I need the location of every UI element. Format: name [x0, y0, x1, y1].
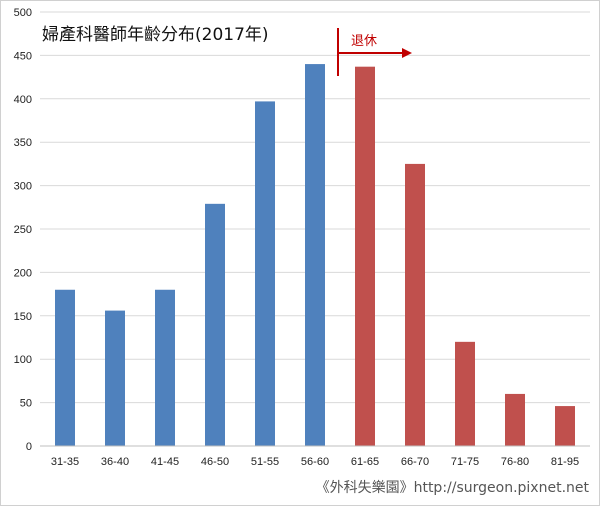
bar-61-65: [355, 66, 375, 447]
y-tick-label: 150: [14, 311, 32, 323]
credit-text: 《外科失樂園》http://surgeon.pixnet.net: [316, 479, 590, 496]
x-tick-label: 61-65: [351, 456, 379, 468]
bar-76-80: [505, 393, 525, 446]
x-tick-label: 41-45: [151, 456, 179, 468]
y-tick-label: 0: [26, 441, 32, 453]
arrow-head-icon: [402, 48, 412, 58]
y-tick-label: 100: [14, 354, 32, 366]
x-tick-label: 51-55: [251, 456, 279, 468]
x-tick-label: 66-70: [401, 456, 429, 468]
bar-81-95: [555, 406, 575, 446]
x-tick-label: 81-95: [551, 456, 579, 468]
y-tick-label: 250: [14, 224, 32, 236]
bar-36-40: [105, 310, 125, 446]
y-tick-label: 50: [20, 398, 32, 410]
bar-31-35: [55, 289, 75, 446]
tick-labels: 0 50 100 150 200 250 300 350 400 450 500 31-35 36-40…: [14, 7, 579, 468]
retirement-label: 退休: [351, 34, 377, 49]
gridlines: [40, 11, 590, 404]
y-tick-label: 400: [14, 94, 32, 106]
retirement-annotation: 退休: [337, 28, 412, 76]
x-tick-label: 76-80: [501, 456, 529, 468]
x-tick-label: 31-35: [51, 456, 79, 468]
bar-46-50: [205, 203, 225, 446]
bar-51-55: [255, 101, 275, 447]
bar-56-60: [305, 64, 325, 446]
y-tick-label: 300: [14, 181, 32, 193]
chart-title: 婦產科醫師年齡分布(2017年): [42, 25, 269, 45]
y-tick-label: 350: [14, 137, 32, 149]
x-tick-label: 36-40: [101, 456, 129, 468]
y-tick-label: 200: [14, 267, 32, 279]
bar-41-45: [155, 289, 175, 446]
x-tick-label: 46-50: [201, 456, 229, 468]
x-tick-label: 71-75: [451, 456, 479, 468]
bar-66-70: [405, 163, 425, 446]
y-tick-label: 500: [14, 7, 32, 19]
bar-71-75: [455, 341, 475, 446]
bars: [55, 64, 575, 447]
y-tick-label: 450: [14, 50, 32, 62]
x-tick-label: 56-60: [301, 456, 329, 468]
